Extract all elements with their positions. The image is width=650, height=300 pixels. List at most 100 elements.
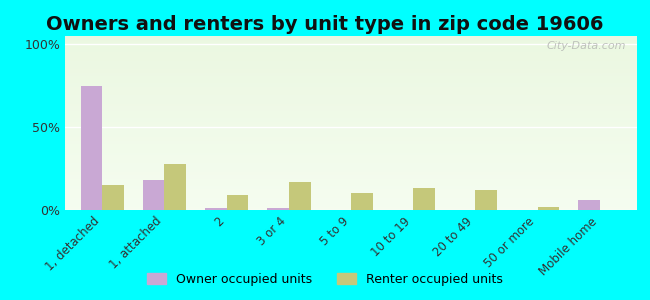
Bar [65,198,637,200]
Bar [65,170,637,172]
Bar [65,55,637,57]
Bar [65,121,637,123]
Bar [65,163,637,165]
Bar [65,60,637,62]
Bar [65,153,637,154]
Bar [65,53,637,55]
Bar [65,193,637,194]
Bar [65,69,637,71]
Legend: Owner occupied units, Renter occupied units: Owner occupied units, Renter occupied un… [142,268,508,291]
Bar [65,74,637,76]
Bar [65,142,637,144]
Bar [65,109,637,111]
Bar [65,158,637,160]
Bar [65,172,637,173]
Bar [65,184,637,186]
Bar [413,188,435,210]
Bar [65,78,637,80]
Bar [65,206,637,208]
Bar [65,81,637,83]
Bar [227,195,248,210]
Bar [65,107,637,109]
Bar [65,116,637,118]
Bar [65,114,637,116]
Bar [475,190,497,210]
Bar [65,175,637,177]
Bar [65,165,637,167]
Bar [65,161,637,163]
Bar [65,177,637,179]
Bar [65,38,637,40]
Bar [65,201,637,203]
Bar [65,36,637,38]
Bar [65,125,637,127]
Bar [65,97,637,99]
Bar [65,147,637,149]
Bar [65,111,637,112]
Bar [65,100,637,102]
Bar [65,137,637,139]
Bar [65,208,637,210]
Bar [65,46,637,48]
Bar [65,86,637,88]
Bar [65,50,637,52]
Bar [65,80,637,81]
Bar [65,88,637,90]
Bar [578,200,600,210]
Bar [65,52,637,53]
Bar [65,139,637,140]
Bar [65,62,637,64]
Bar [65,106,637,107]
Bar [65,92,637,93]
Bar [143,180,164,210]
Bar [65,102,637,104]
Text: City-Data.com: City-Data.com [546,41,625,51]
Bar [65,151,637,153]
Bar [65,128,637,130]
Bar [65,112,637,114]
Bar [65,160,637,161]
Bar [65,40,637,41]
Bar [65,123,637,125]
Bar [65,182,637,184]
Bar [65,189,637,191]
Bar [65,168,637,170]
Bar [65,205,637,206]
Bar [65,93,637,95]
Bar [65,67,637,69]
Bar [65,167,637,168]
Bar [65,85,637,86]
Bar [65,119,637,121]
Bar [65,127,637,128]
Bar [65,134,637,135]
Bar [65,99,637,100]
Bar [65,73,637,74]
Bar [351,194,372,210]
Bar [65,41,637,43]
Bar [65,66,637,67]
Bar [65,196,637,198]
Bar [65,144,637,146]
Bar [65,156,637,158]
Bar [267,208,289,210]
Bar [81,86,102,210]
Bar [65,154,637,156]
Bar [65,83,637,85]
Bar [65,76,637,78]
Bar [65,48,637,50]
Bar [538,207,559,210]
Bar [65,43,637,45]
Bar [65,57,637,58]
Bar [65,58,637,60]
Bar [65,45,637,46]
Bar [289,182,311,210]
Bar [205,208,227,210]
Bar [65,135,637,137]
Bar [65,118,637,119]
Bar [65,186,637,188]
Text: Owners and renters by unit type in zip code 19606: Owners and renters by unit type in zip c… [46,15,604,34]
Bar [65,191,637,193]
Bar [65,179,637,180]
Bar [65,132,637,134]
Bar [65,130,637,132]
